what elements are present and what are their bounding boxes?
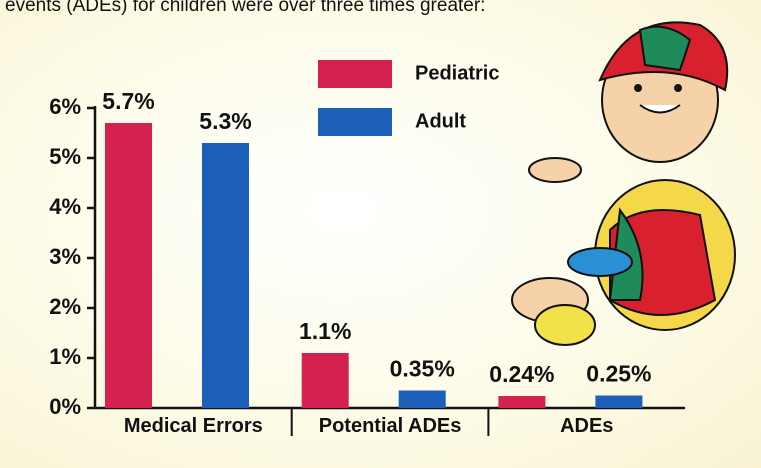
x-tick-label: Medical Errors xyxy=(118,415,268,438)
value-label: 0.35% xyxy=(390,356,455,382)
value-label: 1.1% xyxy=(299,318,351,344)
legend-swatch xyxy=(318,108,392,136)
bar xyxy=(498,396,545,408)
bar xyxy=(302,353,349,408)
legend-label: Pediatric xyxy=(415,62,499,84)
subtitle: events (ADEs) for children were over thr… xyxy=(5,0,485,16)
y-tick-label: 5% xyxy=(49,144,81,169)
value-label: 5.3% xyxy=(199,108,251,134)
legend-swatch xyxy=(318,60,392,88)
y-tick-label: 4% xyxy=(49,194,81,219)
bar xyxy=(105,123,152,408)
x-tick-label: ADEs xyxy=(512,415,662,438)
y-tick-label: 0% xyxy=(49,394,81,419)
bar xyxy=(595,396,642,409)
baby-illustration xyxy=(512,22,735,345)
bar xyxy=(399,391,446,409)
legend-label: Adult xyxy=(415,110,466,132)
value-label: 0.24% xyxy=(489,361,554,387)
value-label: 5.7% xyxy=(102,88,154,114)
y-tick-label: 2% xyxy=(49,294,81,319)
value-label: 0.25% xyxy=(586,361,651,387)
page: events (ADEs) for children were over thr… xyxy=(0,0,761,468)
y-tick-label: 6% xyxy=(49,94,81,119)
bar xyxy=(202,143,249,408)
x-tick-label: Potential ADEs xyxy=(315,415,465,438)
y-tick-label: 1% xyxy=(49,344,81,369)
chart: events (ADEs) for children were over thr… xyxy=(0,0,761,468)
y-tick-label: 3% xyxy=(49,244,81,269)
